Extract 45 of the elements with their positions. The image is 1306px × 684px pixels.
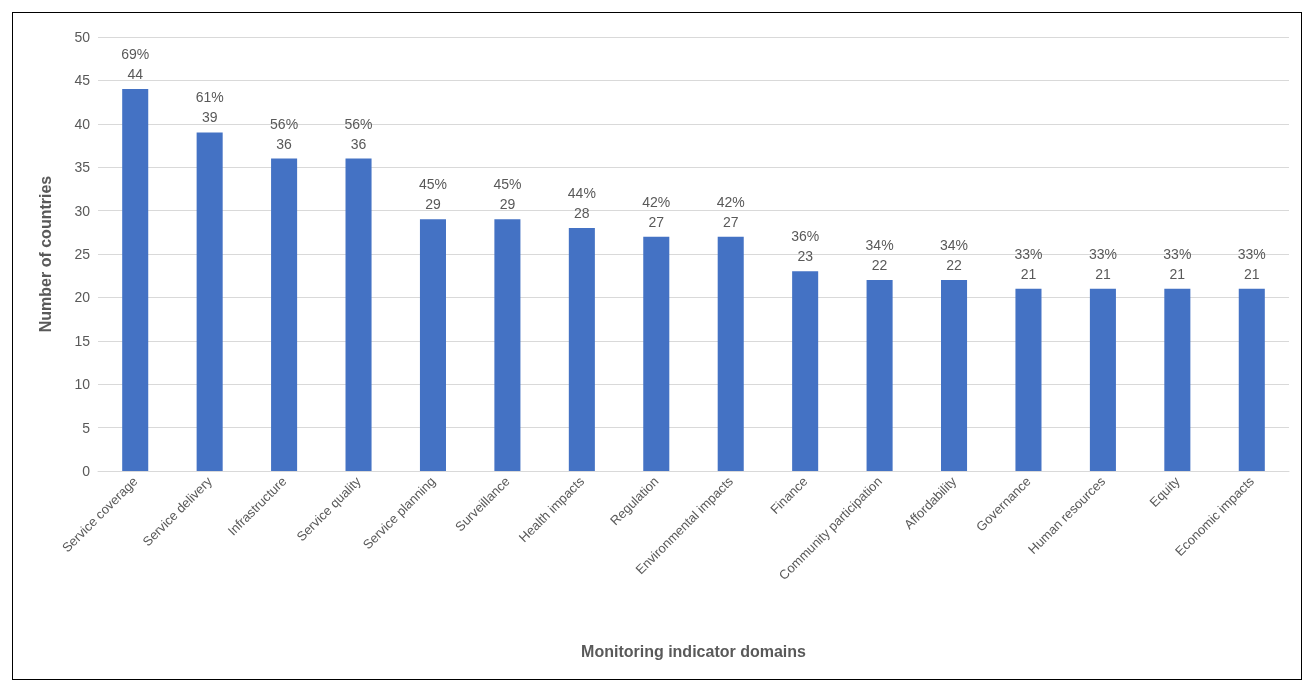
bar	[494, 219, 521, 471]
data-label: 56% 36	[344, 115, 373, 152]
bar	[941, 280, 968, 471]
data-label: 34% 22	[940, 237, 969, 274]
data-label: 44% 28	[567, 184, 596, 221]
data-label: 45% 29	[418, 176, 447, 213]
data-label: 36% 23	[791, 228, 820, 265]
bar	[1164, 288, 1191, 471]
y-tick-label: 10	[74, 376, 91, 393]
y-tick-label: 30	[74, 202, 91, 219]
bar	[1015, 288, 1042, 471]
y-tick-label: 0	[82, 463, 91, 479]
y-tick-label: 45	[74, 72, 91, 89]
x-axis-title: Monitoring indicator domains	[581, 642, 807, 660]
y-tick-label: 35	[74, 159, 91, 176]
data-label: 56% 36	[270, 115, 299, 152]
bar	[1089, 288, 1116, 471]
bar	[792, 271, 819, 471]
data-label: 45% 29	[493, 176, 522, 213]
bar	[1238, 288, 1265, 471]
bar	[345, 158, 372, 471]
y-tick-label: 5	[82, 419, 91, 436]
data-label: 34% 22	[865, 237, 894, 274]
data-label: 61% 39	[195, 89, 224, 126]
bar	[866, 280, 893, 471]
bar	[717, 236, 744, 471]
y-tick-label: 15	[74, 332, 91, 349]
data-label: 69% 44	[121, 46, 150, 83]
y-tick-label: 50	[74, 29, 91, 45]
y-tick-label: 25	[74, 246, 91, 262]
bar	[643, 236, 670, 471]
data-label: 33% 21	[1163, 245, 1192, 282]
bar	[196, 132, 223, 471]
data-label: 33% 21	[1014, 245, 1043, 282]
y-tick-label: 40	[74, 115, 91, 132]
bar	[122, 89, 149, 471]
data-label: 42% 27	[716, 193, 745, 230]
bar	[419, 219, 446, 471]
data-label: 33% 21	[1088, 245, 1117, 282]
data-label: 33% 21	[1237, 245, 1266, 282]
bar	[271, 158, 298, 471]
data-label: 42% 27	[642, 193, 671, 230]
bar	[568, 227, 595, 471]
y-axis-title: Number of countries	[36, 175, 54, 333]
y-tick-label: 20	[74, 289, 91, 306]
